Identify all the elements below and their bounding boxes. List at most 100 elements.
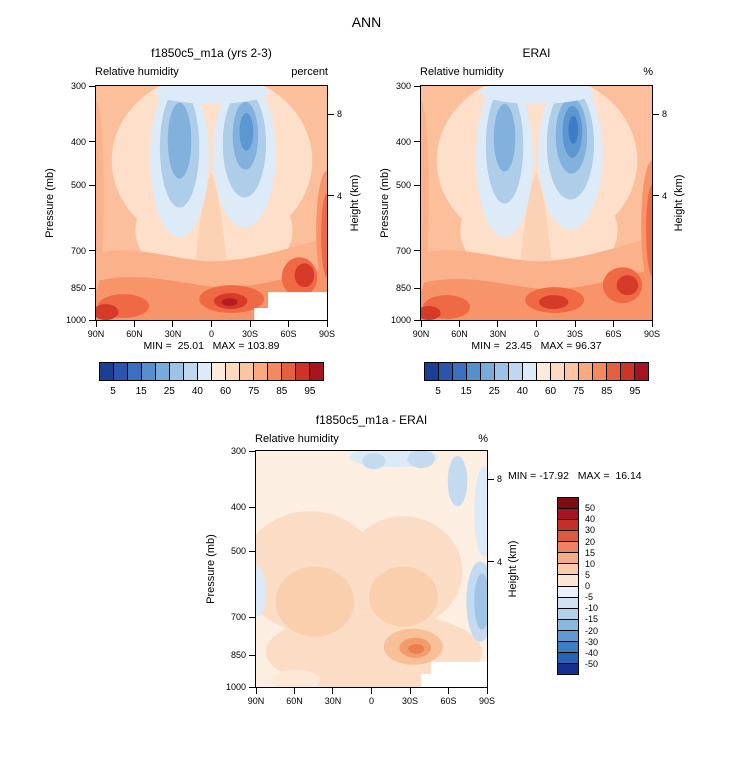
- tick-label: 8: [337, 109, 343, 120]
- tick-mark: [420, 321, 422, 327]
- tick-mark: [612, 321, 614, 327]
- tick-mark: [488, 561, 494, 563]
- colorbar-cell: [558, 619, 578, 631]
- colorbar-cell: [310, 363, 323, 380]
- colorbar-cells: [99, 362, 324, 381]
- colorbar-cell: [128, 363, 142, 380]
- model-units-label: percent: [291, 66, 328, 78]
- tick-label: 1000: [65, 315, 86, 325]
- model-contour-field: [96, 86, 327, 320]
- tick-label: 30S: [401, 696, 419, 706]
- colorbar-cell: [170, 363, 184, 380]
- obs-height-axis-title: Height (km): [673, 174, 685, 232]
- tick-mark: [249, 686, 255, 688]
- colorbar-cell: [142, 363, 156, 380]
- model-minmax: MIN = 25.01 MAX = 103.89: [143, 340, 280, 352]
- colorbar-label: 85: [276, 386, 288, 397]
- tick-label: 850: [395, 283, 411, 294]
- tick-mark: [249, 616, 255, 618]
- page-title: ANN: [351, 14, 382, 30]
- model-variable-label: Relative humidity: [95, 66, 179, 78]
- tick-label: 30N: [324, 696, 342, 706]
- colorbar-cell: [481, 363, 495, 380]
- colorbar-cell: [593, 363, 607, 380]
- colorbar-cell: [635, 363, 648, 380]
- tick-mark: [414, 319, 420, 321]
- colorbar-label: 85: [601, 386, 613, 397]
- colorbar-cell: [558, 520, 578, 532]
- tick-label: 500: [70, 180, 86, 191]
- colorbar-cell: [495, 363, 509, 380]
- colorbar-cell: [212, 363, 226, 380]
- tick-mark: [89, 141, 95, 143]
- colorbar-cell: [537, 363, 551, 380]
- colorbar-label: -30: [585, 636, 599, 647]
- colorbar-label: 30: [585, 525, 596, 536]
- colorbar-cell: [467, 363, 481, 380]
- colorbar-cells: [557, 497, 579, 675]
- colorbar-cell: [453, 363, 467, 380]
- tick-mark: [536, 321, 537, 327]
- tick-mark: [134, 321, 135, 327]
- tick-mark: [653, 113, 659, 115]
- colorbar-cell: [621, 363, 635, 380]
- tick-mark: [414, 141, 420, 143]
- diff-contour-field: [256, 451, 487, 687]
- tick-label: 300: [70, 81, 86, 91]
- tick-label: 90S: [478, 696, 496, 706]
- obs-panel-title: ERAI: [522, 46, 551, 60]
- tick-label: 300: [230, 446, 246, 456]
- colorbar-cell: [198, 363, 212, 380]
- tick-mark: [653, 195, 659, 197]
- colorbar-cell: [558, 498, 578, 510]
- tick-mark: [287, 321, 289, 327]
- tick-label: 90N: [412, 329, 430, 339]
- obs-units-label: %: [643, 66, 653, 78]
- colorbar-label: 10: [585, 558, 596, 569]
- colorbar-label: 60: [220, 386, 232, 397]
- model-panel-title: f1850c5_m1a (yrs 2-3): [151, 46, 272, 60]
- tick-mark: [249, 506, 255, 508]
- colorbar-label: -15: [585, 614, 599, 625]
- colorbar-cell: [565, 363, 579, 380]
- colorbar-label: 5: [435, 386, 441, 397]
- colorbar-label: 5: [585, 569, 591, 580]
- tick-mark: [249, 654, 255, 656]
- colorbar-cell: [558, 608, 578, 620]
- tick-label: 60N: [286, 696, 303, 706]
- tick-mark: [486, 688, 488, 694]
- tick-mark: [332, 688, 334, 694]
- colorbar-label: -20: [585, 625, 599, 636]
- colorbar-cell: [558, 542, 578, 554]
- tick-label: 300: [395, 81, 411, 91]
- tick-label: 400: [70, 136, 86, 147]
- tick-mark: [414, 85, 420, 87]
- colorbar-cell: [558, 553, 578, 565]
- colorbar-cell: [226, 363, 240, 380]
- tick-mark: [488, 478, 494, 480]
- tick-label: 500: [395, 180, 411, 191]
- tick-label: 60N: [451, 329, 468, 339]
- colorbar-label: 25: [488, 386, 500, 397]
- diff-panel-title: f1850c5_m1a - ERAI: [315, 413, 428, 427]
- colorbar-cell: [607, 363, 621, 380]
- obs-colorbar: 5 15 25 40 60 75 85 95: [424, 362, 649, 397]
- diff-minmax: MIN = -17.92 MAX = 16.14: [508, 470, 642, 482]
- tick-label: 60S: [440, 696, 457, 706]
- colorbar-label: 0: [585, 581, 591, 591]
- tick-label: 90S: [318, 329, 336, 339]
- tick-label: 4: [662, 190, 668, 201]
- colorbar-cell: [240, 363, 254, 380]
- tick-label: 30S: [566, 329, 584, 339]
- tick-mark: [249, 321, 251, 327]
- tick-mark: [328, 113, 334, 115]
- tick-label: 400: [395, 136, 411, 147]
- tick-label: 500: [230, 546, 246, 557]
- tick-label: 700: [70, 245, 86, 256]
- tick-label: 90S: [643, 329, 661, 339]
- obs-contour-field: [421, 86, 652, 320]
- tick-label: 850: [230, 650, 246, 661]
- tick-label: 700: [230, 612, 246, 623]
- obs-contour-plot: 300 400 500 700 850 1000 90N 60N 30N 0 30S 60S 90S …: [391, 81, 667, 339]
- colorbar-cell: [558, 564, 578, 576]
